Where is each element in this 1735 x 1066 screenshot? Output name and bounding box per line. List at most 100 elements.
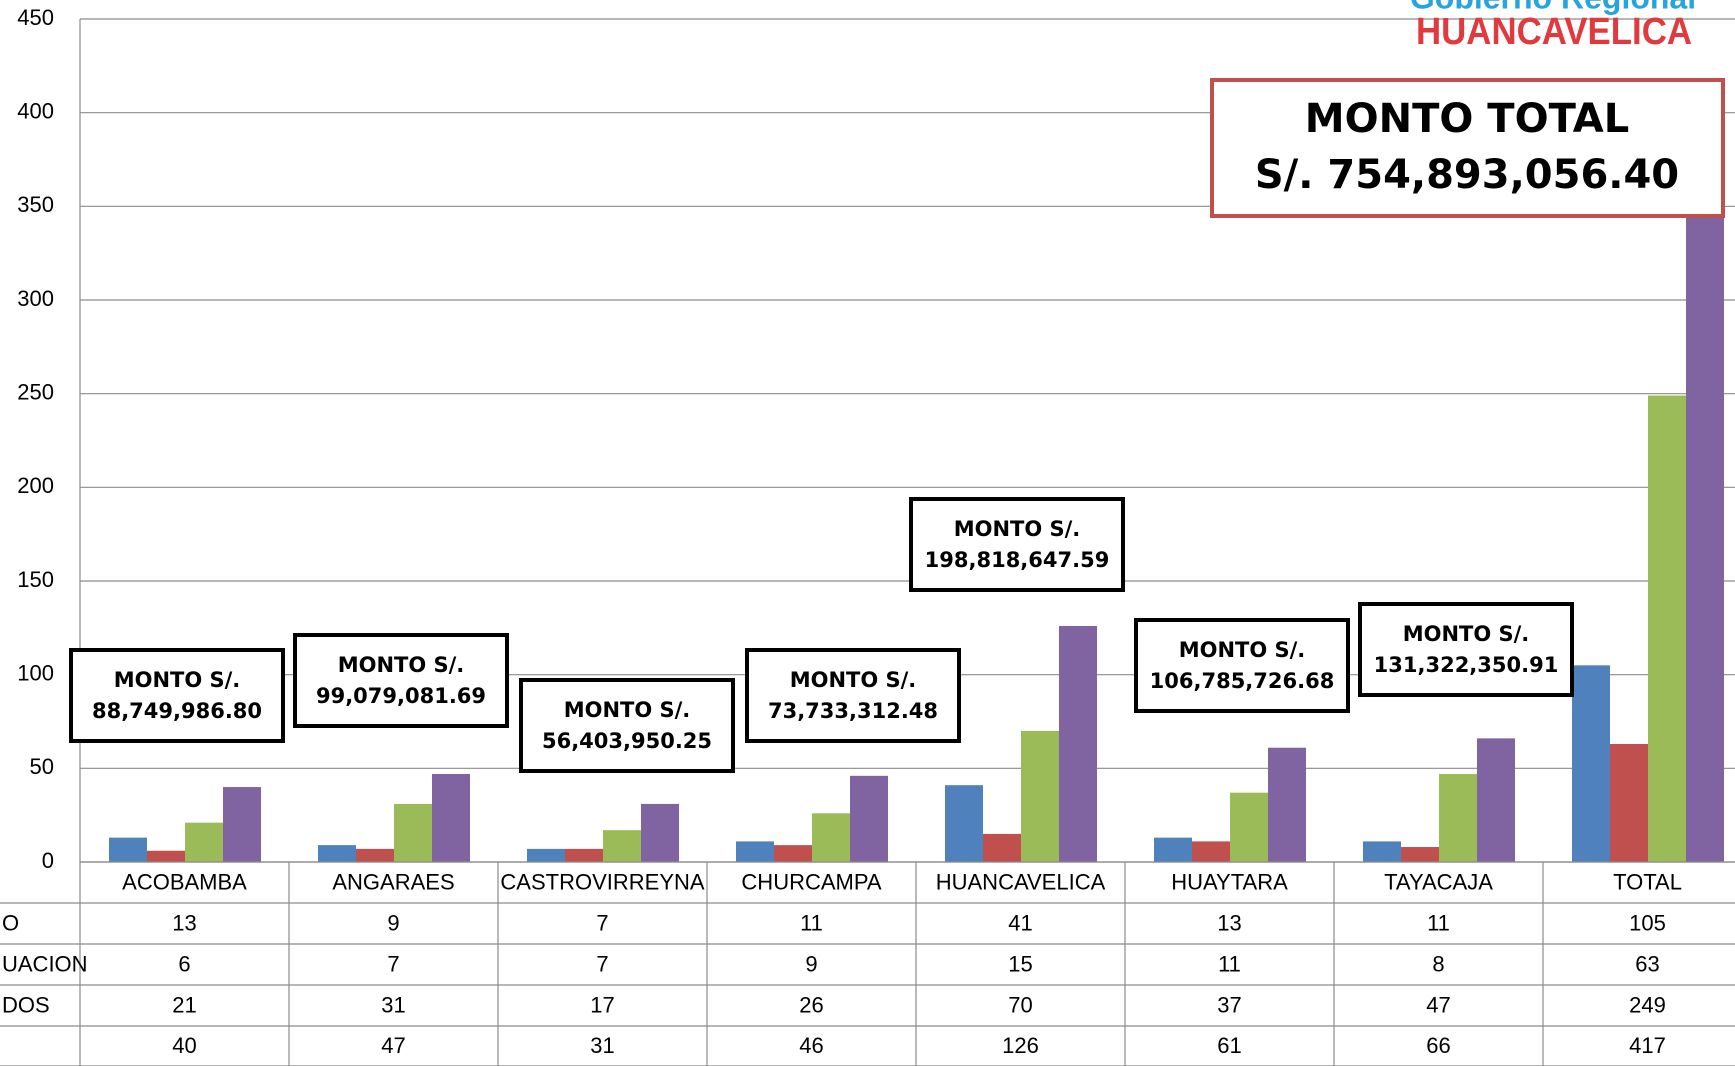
series-name: O	[2, 910, 19, 935]
table-value: 8	[1432, 951, 1444, 976]
x-tick-label: ANGARAES	[332, 869, 454, 894]
x-tick-label: TAYACAJA	[1384, 869, 1493, 894]
bar	[983, 833, 1021, 862]
annotation-label: MONTO S/.	[114, 668, 241, 692]
bar	[1154, 837, 1192, 862]
total-amount: S/. 754,893,056.40	[1255, 152, 1679, 198]
bar	[850, 775, 888, 862]
series-name: DOS	[2, 992, 50, 1017]
annotation-amount: 88,749,986.80	[92, 699, 262, 723]
annotation-amount: 198,818,647.59	[925, 548, 1110, 572]
bar	[1363, 841, 1401, 862]
bar	[1610, 743, 1648, 862]
annotation-box	[745, 648, 961, 743]
annotation-box	[519, 678, 735, 773]
y-tick-label: 0	[42, 848, 54, 873]
x-tick-label: HUANCAVELICA	[936, 869, 1106, 894]
bar	[1059, 625, 1097, 862]
table-value: 11	[1218, 951, 1241, 976]
series-name: UACION	[2, 951, 88, 976]
bar	[565, 848, 603, 862]
table-value: 70	[1008, 992, 1032, 1017]
y-tick-label: 250	[17, 379, 54, 404]
table-value: 105	[1629, 910, 1666, 935]
bar	[318, 845, 356, 862]
annotation-box	[1134, 618, 1350, 713]
bar	[812, 813, 850, 862]
table-value: 66	[1426, 1033, 1450, 1058]
table-value: 31	[590, 1033, 614, 1058]
annotation-label: MONTO S/.	[1403, 622, 1530, 646]
y-tick-label: 150	[17, 567, 54, 592]
annotation-box	[909, 497, 1125, 592]
table-value: 31	[381, 992, 405, 1017]
table-value: 7	[596, 951, 608, 976]
x-tick-label: ACOBAMBA	[122, 869, 247, 894]
annotation-amount: 106,785,726.68	[1150, 669, 1335, 693]
annotation-box	[293, 633, 509, 728]
bar	[641, 803, 679, 862]
table-value: 41	[1008, 910, 1032, 935]
bar	[1477, 738, 1515, 862]
table-value: 47	[381, 1033, 405, 1058]
table-value: 9	[805, 951, 817, 976]
table-value: 249	[1629, 992, 1666, 1017]
bar	[1230, 792, 1268, 862]
x-tick-label: CASTROVIRREYNA	[500, 869, 704, 894]
annotation-label: MONTO S/.	[338, 653, 465, 677]
annotation-label: MONTO S/.	[1179, 638, 1306, 662]
table-value: 40	[172, 1033, 196, 1058]
y-tick-label: 450	[17, 5, 54, 30]
bar	[1401, 847, 1439, 862]
table-value: 17	[590, 992, 614, 1017]
bar	[774, 845, 812, 862]
y-tick-label: 400	[17, 98, 54, 123]
table-value: 13	[172, 910, 196, 935]
table-value: 63	[1635, 951, 1659, 976]
annotation-label: MONTO S/.	[790, 668, 917, 692]
bar	[223, 787, 261, 862]
bar	[1192, 841, 1230, 862]
annotation-label: MONTO S/.	[564, 698, 691, 722]
bar	[1648, 395, 1686, 862]
annotation-amount: 73,733,312.48	[768, 699, 938, 723]
table-value: 11	[800, 910, 823, 935]
table-value: 15	[1008, 951, 1032, 976]
bar	[603, 830, 641, 862]
bar	[1439, 773, 1477, 862]
bar	[394, 803, 432, 862]
bar	[1572, 665, 1610, 862]
logo-line2: HUANCAVELICA	[1416, 11, 1692, 53]
bar	[527, 848, 565, 862]
annotation-box	[1358, 602, 1574, 697]
table-value: 37	[1217, 992, 1241, 1017]
table-value: 26	[799, 992, 823, 1017]
annotation-amount: 56,403,950.25	[542, 729, 712, 753]
table-value: 11	[1427, 910, 1450, 935]
bar	[1021, 730, 1059, 862]
table-value: 13	[1217, 910, 1241, 935]
table-value: 126	[1002, 1033, 1039, 1058]
table-value: 21	[172, 992, 196, 1017]
bar	[432, 773, 470, 862]
annotation-label: MONTO S/.	[954, 517, 1081, 541]
bar	[736, 841, 774, 862]
annotation-amount: 131,322,350.91	[1374, 653, 1559, 677]
table-value: 6	[178, 951, 190, 976]
bar	[109, 837, 147, 862]
total-label: MONTO TOTAL	[1305, 96, 1629, 142]
table-value: 46	[799, 1033, 823, 1058]
x-tick-label: CHURCAMPA	[741, 869, 881, 894]
x-tick-label: HUAYTARA	[1171, 869, 1288, 894]
table-value: 417	[1629, 1033, 1666, 1058]
total-box	[1210, 78, 1725, 218]
bar	[356, 848, 394, 862]
table-value: 7	[596, 910, 608, 935]
y-tick-label: 300	[17, 286, 54, 311]
annotation-amount: 99,079,081.69	[316, 684, 486, 708]
table-value: 47	[1426, 992, 1450, 1017]
y-tick-label: 100	[17, 660, 54, 685]
y-tick-label: 350	[17, 192, 54, 217]
y-tick-label: 50	[30, 754, 54, 779]
